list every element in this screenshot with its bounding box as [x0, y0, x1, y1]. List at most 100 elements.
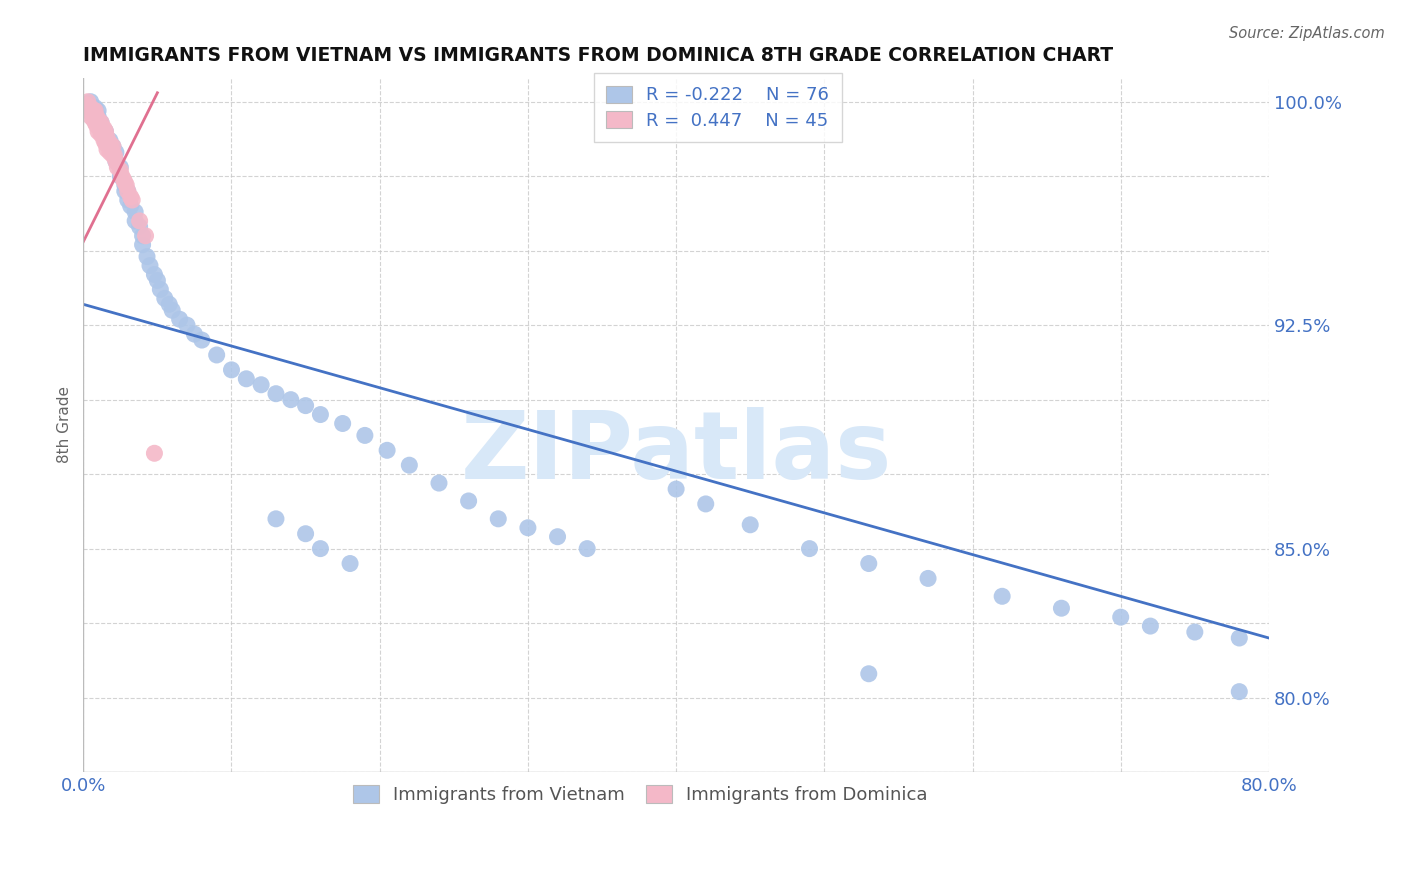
Text: ZIPatlas: ZIPatlas	[460, 407, 891, 499]
Point	[457, 494, 479, 508]
Point	[858, 666, 880, 681]
Point	[354, 428, 377, 442]
Point	[157, 297, 180, 311]
Point	[221, 363, 243, 377]
Point	[101, 139, 124, 153]
Point	[294, 399, 316, 413]
Point	[90, 124, 112, 138]
Point	[87, 124, 110, 138]
Point	[143, 446, 166, 460]
Text: Source: ZipAtlas.com: Source: ZipAtlas.com	[1229, 26, 1385, 41]
Point	[991, 589, 1014, 603]
Point	[1139, 619, 1161, 633]
Point	[93, 133, 115, 147]
Point	[90, 115, 112, 129]
Point	[87, 103, 110, 118]
Point	[86, 110, 108, 124]
Point	[90, 115, 112, 129]
Point	[86, 119, 108, 133]
Point	[84, 115, 107, 129]
Point	[98, 145, 121, 160]
Point	[264, 386, 287, 401]
Point	[84, 101, 107, 115]
Point	[91, 124, 114, 138]
Point	[101, 145, 124, 160]
Point	[105, 161, 128, 175]
Point	[111, 169, 134, 184]
Point	[87, 110, 110, 124]
Legend: Immigrants from Vietnam, Immigrants from Dominica: Immigrants from Vietnam, Immigrants from…	[343, 774, 939, 815]
Point	[146, 273, 169, 287]
Point	[128, 214, 150, 228]
Point	[110, 163, 132, 178]
Point	[332, 417, 354, 431]
Point	[398, 458, 420, 473]
Point	[339, 557, 361, 571]
Point	[205, 348, 228, 362]
Point	[576, 541, 599, 556]
Point	[547, 530, 569, 544]
Point	[121, 193, 143, 207]
Point	[486, 512, 509, 526]
Point	[427, 476, 450, 491]
Point	[94, 136, 117, 151]
Point	[516, 521, 538, 535]
Point	[250, 377, 273, 392]
Point	[149, 282, 172, 296]
Point	[100, 142, 122, 156]
Point	[117, 184, 139, 198]
Point	[117, 193, 139, 207]
Point	[98, 136, 121, 151]
Point	[1227, 684, 1250, 698]
Point	[139, 259, 162, 273]
Point	[83, 103, 105, 118]
Point	[120, 190, 142, 204]
Point	[799, 541, 821, 556]
Point	[191, 333, 214, 347]
Point	[858, 557, 880, 571]
Point	[917, 571, 939, 585]
Point	[94, 124, 117, 138]
Point	[143, 268, 166, 282]
Point	[101, 148, 124, 162]
Point	[153, 291, 176, 305]
Point	[94, 124, 117, 138]
Point	[82, 106, 104, 120]
Text: IMMIGRANTS FROM VIETNAM VS IMMIGRANTS FROM DOMINICA 8TH GRADE CORRELATION CHART: IMMIGRANTS FROM VIETNAM VS IMMIGRANTS FR…	[83, 46, 1114, 65]
Point	[77, 101, 100, 115]
Point	[103, 148, 125, 162]
Point	[84, 103, 107, 118]
Y-axis label: 8th Grade: 8th Grade	[58, 386, 72, 464]
Point	[96, 142, 118, 156]
Point	[87, 112, 110, 127]
Point	[114, 184, 136, 198]
Point	[104, 154, 127, 169]
Point	[89, 119, 111, 133]
Point	[309, 408, 332, 422]
Point	[90, 128, 112, 142]
Point	[112, 172, 135, 186]
Point	[740, 517, 762, 532]
Point	[80, 110, 103, 124]
Point	[115, 178, 138, 193]
Point	[124, 214, 146, 228]
Point	[104, 154, 127, 169]
Point	[183, 327, 205, 342]
Point	[160, 303, 183, 318]
Point	[235, 372, 257, 386]
Point	[375, 443, 398, 458]
Point	[117, 184, 139, 198]
Point	[1184, 625, 1206, 640]
Point	[97, 136, 120, 151]
Point	[131, 228, 153, 243]
Point	[695, 497, 717, 511]
Point	[294, 526, 316, 541]
Point	[264, 512, 287, 526]
Point	[75, 97, 97, 112]
Point	[98, 133, 121, 147]
Point	[309, 541, 332, 556]
Point	[136, 250, 159, 264]
Point	[128, 219, 150, 234]
Point	[80, 101, 103, 115]
Point	[110, 169, 132, 184]
